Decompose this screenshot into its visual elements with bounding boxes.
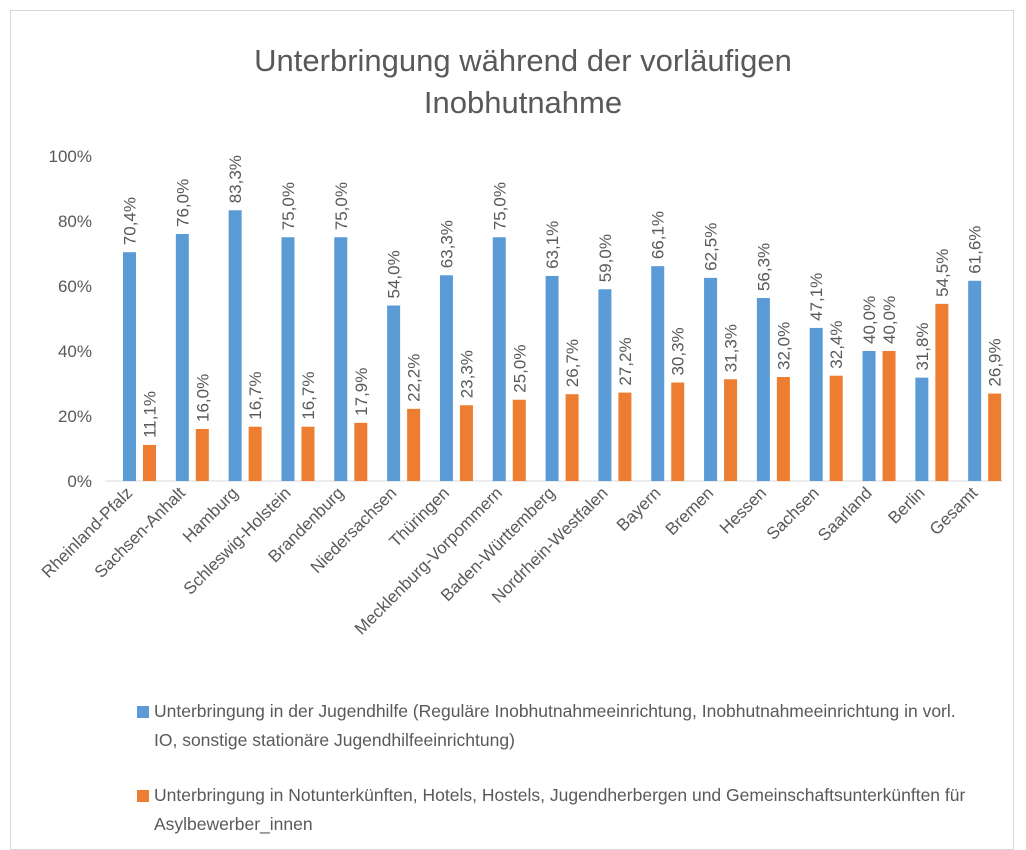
- bar: [228, 210, 242, 481]
- y-tick-label: 80%: [58, 212, 92, 231]
- bar: [512, 399, 526, 481]
- bar: [354, 422, 368, 481]
- y-tick-label: 40%: [58, 342, 92, 361]
- bar: [776, 377, 790, 481]
- y-tick-label: 60%: [58, 277, 92, 296]
- y-tick-label: 20%: [58, 407, 92, 426]
- value-label: 27,2%: [616, 337, 635, 385]
- bar: [968, 280, 982, 481]
- value-label: 26,7%: [563, 339, 582, 387]
- legend-swatch: [137, 706, 149, 718]
- bar: [671, 382, 685, 481]
- x-tick-label: Sachsen-Anhalt: [91, 483, 189, 581]
- bar: [301, 426, 315, 481]
- value-label: 16,0%: [193, 374, 212, 422]
- value-label: 16,7%: [246, 372, 265, 420]
- bar: [459, 405, 473, 481]
- value-label: 17,9%: [352, 368, 371, 416]
- value-label: 63,3%: [437, 220, 456, 268]
- bar: [387, 305, 401, 481]
- bar: [334, 237, 348, 481]
- bar: [988, 393, 1002, 481]
- legend-label: Unterbringung in Notunterkünften, Hotels…: [154, 785, 966, 834]
- x-tick-label: Gesamt: [926, 483, 982, 539]
- x-tick-label: Hessen: [716, 483, 770, 537]
- bar: [862, 351, 876, 481]
- x-tick-label: Berlin: [884, 483, 928, 527]
- x-tick-label: Saarland: [814, 483, 876, 545]
- bar: [618, 392, 632, 481]
- legend-entry: Unterbringung in Notunterkünften, Hotels…: [137, 781, 977, 839]
- bar: [809, 327, 823, 481]
- value-label: 16,7%: [299, 372, 318, 420]
- value-label: 70,4%: [121, 197, 140, 245]
- x-tick-label: Bayern: [613, 483, 665, 535]
- bar: [565, 394, 579, 481]
- legend-entry: Unterbringung in der Jugendhilfe (Regulä…: [137, 697, 977, 755]
- bar: [123, 252, 136, 481]
- value-label: 31,3%: [722, 324, 741, 372]
- bar: [935, 303, 949, 481]
- bar: [143, 444, 156, 481]
- bar: [248, 426, 262, 481]
- value-label: 75,0%: [332, 182, 351, 230]
- bar: [724, 379, 738, 481]
- x-tick-label: Sachsen: [763, 483, 823, 543]
- legend-swatch: [137, 790, 149, 802]
- bar: [915, 377, 929, 481]
- bar: [882, 351, 896, 481]
- value-label: 30,3%: [669, 327, 688, 375]
- value-label: 66,1%: [649, 211, 668, 259]
- legend-label: Unterbringung in der Jugendhilfe (Regulä…: [154, 701, 956, 750]
- value-label: 59,0%: [596, 234, 615, 282]
- value-label: 22,2%: [405, 354, 424, 402]
- value-label: 83,3%: [226, 155, 245, 203]
- bar: [756, 298, 770, 481]
- y-tick-label: 100%: [49, 147, 92, 166]
- bar: [407, 408, 421, 481]
- value-label: 63,1%: [543, 221, 562, 269]
- bar: [704, 277, 718, 481]
- value-label: 61,6%: [966, 226, 985, 274]
- value-label: 62,5%: [702, 223, 721, 271]
- bar: [651, 266, 665, 481]
- value-label: 76,0%: [173, 179, 192, 227]
- value-label: 32,4%: [827, 320, 846, 368]
- value-label: 26,9%: [986, 338, 1005, 386]
- bar: [545, 275, 559, 481]
- bar: [439, 275, 453, 481]
- bar: [281, 237, 295, 481]
- bar: [492, 237, 506, 481]
- value-label: 31,8%: [913, 322, 932, 370]
- chart-title: Unterbringung während der vorläufigen In…: [254, 43, 792, 120]
- value-label: 75,0%: [490, 182, 509, 230]
- value-label: 11,1%: [141, 391, 160, 438]
- x-tick-label: Bremen: [662, 483, 718, 539]
- bar: [175, 234, 189, 481]
- bar: [829, 375, 843, 481]
- value-label: 40,0%: [860, 296, 879, 344]
- value-label: 23,3%: [457, 350, 476, 398]
- value-label: 54,5%: [933, 249, 952, 297]
- bar: [598, 289, 612, 481]
- value-label: 56,3%: [754, 243, 773, 291]
- y-tick-label: 0%: [67, 472, 92, 491]
- value-label: 32,0%: [774, 322, 793, 370]
- value-label: 40,0%: [880, 296, 899, 344]
- value-label: 75,0%: [279, 182, 298, 230]
- bar: [195, 429, 209, 481]
- x-tick-label: Rheinland-Pfalz: [38, 483, 136, 581]
- value-label: 54,0%: [385, 250, 404, 298]
- value-label: 47,1%: [807, 273, 826, 321]
- value-label: 25,0%: [510, 345, 529, 393]
